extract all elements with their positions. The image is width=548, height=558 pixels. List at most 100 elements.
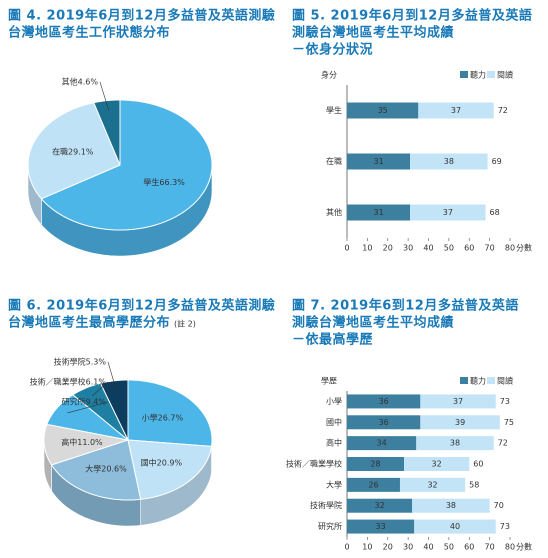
bar-value-label: 31 (373, 157, 383, 166)
bar-value-label: 37 (443, 208, 453, 217)
chart-title: 台灣地區考生最高學歷分布 (8, 315, 170, 331)
x-axis-label: 分數 (516, 542, 532, 552)
total-label: 72 (498, 106, 508, 115)
slice-label: 小學26.7% (142, 412, 184, 422)
slice-label: 技術／職業學校6.1% (30, 377, 107, 387)
category-label: 在職 (326, 156, 342, 166)
bar-segment (347, 477, 400, 492)
bar-value-label: 32 (432, 460, 442, 469)
chart-title: 測驗台灣地區考生平均成績 (292, 25, 454, 41)
y-axis-label: 學歷 (321, 376, 337, 386)
category-label: 高中 (326, 438, 342, 448)
slice-label: 大學20.6% (85, 464, 127, 474)
legend-label: 閱讀 (497, 70, 513, 80)
pie-slice (127, 439, 213, 500)
slice-label: 國中20.9% (141, 457, 183, 467)
bar-segment (420, 394, 496, 409)
bar-segment (410, 204, 486, 221)
chart-title: 圖 4. 2019年6月到12月多益普及英語測驗 (8, 8, 275, 24)
x-tick-label: 60 (464, 543, 474, 552)
x-tick-label: 40 (423, 244, 433, 253)
bar-value-label: 38 (450, 439, 460, 448)
bar-value-label: 28 (370, 460, 380, 469)
total-label: 68 (490, 208, 500, 217)
bar-value-label: 39 (455, 418, 465, 427)
legend-swatch (487, 377, 495, 384)
x-tick-label: 10 (362, 543, 372, 552)
x-tick-label: 10 (362, 244, 372, 253)
bar-value-label: 36 (379, 418, 389, 427)
legend-label: 閱讀 (497, 376, 513, 386)
x-tick-label: 0 (344, 244, 349, 253)
category-label: 小學 (326, 396, 342, 406)
total-label: 73 (500, 522, 510, 531)
bar-value-label: 37 (453, 397, 463, 406)
bar-segment (347, 394, 421, 409)
slice-label: 其他4.6% (62, 77, 99, 87)
category-label: 研究所 (318, 521, 342, 531)
chart-title: 台灣地區考生工作狀態分布 (8, 25, 170, 41)
bar-value-label: 37 (451, 106, 461, 115)
x-tick-label: 60 (464, 244, 474, 253)
bar-value-label: 34 (377, 439, 387, 448)
total-label: 60 (473, 460, 483, 469)
pie-slice (71, 382, 129, 441)
title-note: (註 2) (174, 319, 196, 329)
category-label: 技術／職業學校 (286, 459, 342, 469)
bar-segment (347, 519, 415, 534)
bar-segment (418, 102, 494, 119)
bar-value-label: 38 (446, 501, 456, 510)
chart-title: －依最高學歷 (292, 332, 373, 348)
chart-title: 圖 5. 2019年6月到12月多益普及英語 (292, 8, 532, 24)
bar-segment (347, 498, 413, 513)
legend-label: 聽力 (470, 70, 486, 80)
bar-value-label: 32 (375, 501, 385, 510)
pie-slice (127, 379, 213, 447)
leader-line (107, 361, 117, 390)
total-label: 75 (504, 418, 514, 427)
bar-value-label: 38 (444, 157, 454, 166)
leader-line (99, 81, 110, 111)
total-label: 58 (469, 480, 479, 489)
x-tick-label: 30 (403, 244, 413, 253)
pie-slice (40, 99, 213, 231)
bar-segment (412, 498, 490, 513)
bar-segment (414, 519, 496, 534)
leader-line (92, 381, 109, 397)
slice-label: 技術學院5.3% (54, 357, 107, 367)
legend-swatch (460, 377, 468, 384)
bar-segment (347, 436, 417, 451)
category-label: 學生 (326, 105, 342, 115)
bar-value-label: 32 (427, 480, 437, 489)
bar-segment (404, 457, 470, 471)
bar-value-label: 31 (373, 208, 383, 217)
y-axis-label: 身分 (321, 70, 337, 80)
bar-segment (420, 415, 500, 430)
bar-segment (399, 477, 466, 492)
bar-segment (347, 415, 421, 430)
total-label: 72 (498, 439, 508, 448)
slice-label: 高中11.0% (61, 437, 103, 447)
bar-segment (347, 153, 411, 170)
bar-segment (416, 436, 494, 451)
bar-value-label: 33 (376, 522, 386, 531)
pie-slice (43, 423, 129, 466)
bar-segment (347, 204, 411, 221)
x-axis-label: 分數 (516, 243, 532, 253)
legend-swatch (460, 71, 468, 78)
pie-slice (99, 379, 129, 441)
x-tick-label: 50 (444, 244, 454, 253)
chart-title: 圖 6. 2019年6月到12月多益普及英語測驗 (8, 298, 275, 314)
x-tick-label: 0 (344, 543, 349, 552)
chart-title: －依身分狀況 (292, 42, 373, 58)
x-tick-label: 80 (505, 543, 515, 552)
pie-slice (46, 394, 129, 441)
x-tick-label: 80 (505, 244, 515, 253)
leader-line (67, 401, 109, 414)
legend-swatch (487, 71, 495, 78)
x-tick-label: 70 (485, 244, 495, 253)
x-tick-label: 40 (423, 543, 433, 552)
pie-slice (27, 102, 121, 200)
pie-slice (50, 439, 142, 501)
